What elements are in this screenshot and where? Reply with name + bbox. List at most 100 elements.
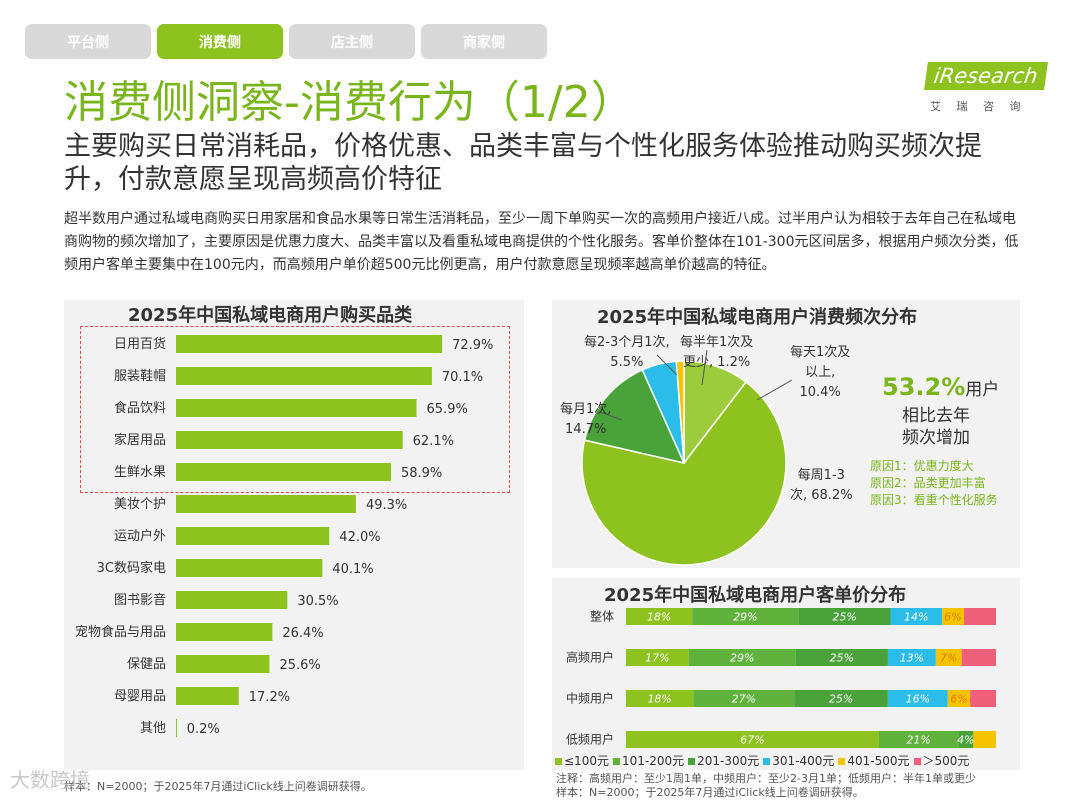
stack-value-label: 8.7% bbox=[966, 611, 994, 624]
stack-category-label: 中频用户 bbox=[566, 691, 614, 706]
category-chart-title: 2025年中国私域电商用户购买品类 bbox=[128, 305, 413, 326]
bar-value-label: 40.1% bbox=[332, 562, 373, 577]
bar-category-label: 服装鞋帽 bbox=[114, 368, 166, 384]
stack-value-label: 6% bbox=[950, 693, 967, 706]
stack-category-label: 整体 bbox=[590, 609, 614, 624]
legend-item-5: 401-500元 bbox=[838, 752, 910, 769]
stack-segment bbox=[973, 731, 996, 748]
price-note-1: 注释：高频用户：至少1周1单，中频用户：至少2-3月1单；低频用户：半年1单或更… bbox=[556, 772, 976, 785]
bar-category-label: 食品饮料 bbox=[114, 400, 166, 416]
bar-value-label: 17.2% bbox=[249, 690, 290, 705]
legend-swatch-6 bbox=[913, 758, 921, 765]
pie-label-halfyear: 每半年1次及 更少, 1.2% bbox=[680, 333, 753, 373]
bar bbox=[176, 719, 177, 737]
pie-label-daily: 每天1次及 以上, 10.4% bbox=[790, 343, 850, 403]
stack-segment bbox=[626, 690, 694, 707]
stack-segment bbox=[878, 731, 959, 748]
headline-suffix: 用户 bbox=[965, 380, 1000, 400]
legend-item-1: ≤100元 bbox=[555, 752, 609, 769]
pie-label-weekly-line2: 次, 68.2% bbox=[790, 488, 853, 503]
tab-bar: 平台侧 消费侧 店主侧 商家侧 bbox=[25, 24, 547, 59]
stack-value-label: 25% bbox=[832, 611, 856, 624]
category-bar-chart: 日用百货 72.9% 服装鞋帽 70.1% 食品饮料 65.9% 家居用品 62.1% 生鲜水果… bbox=[75, 335, 493, 737]
bar-value-label: 65.9% bbox=[427, 402, 468, 417]
bar-category-label: 图书影音 bbox=[114, 592, 166, 608]
tab-platform[interactable]: 平台侧 bbox=[25, 24, 151, 59]
stack-segment bbox=[890, 608, 942, 625]
stack-segment bbox=[688, 649, 796, 666]
legend-swatch-4 bbox=[763, 758, 771, 765]
legend-swatch-3 bbox=[688, 758, 696, 765]
stack-segment bbox=[626, 649, 689, 666]
tab-merchant[interactable]: 商家侧 bbox=[421, 24, 547, 59]
tab-shop-owner[interactable]: 店主侧 bbox=[289, 24, 415, 59]
stack-segment bbox=[626, 608, 693, 625]
headline-text-line2: 频次增加 bbox=[902, 428, 970, 448]
headline-value: 53.2% bbox=[882, 373, 966, 401]
watermark: 大数跨境 bbox=[10, 768, 90, 792]
bar-value-label: 42.0% bbox=[339, 530, 380, 545]
leader-line-daily bbox=[756, 379, 793, 401]
stack-value-label: 6.9% bbox=[969, 693, 997, 706]
bar-value-label: 30.5% bbox=[297, 594, 338, 609]
category-source-note: 样本：N=2000；于2025年7月通过iClick线上问卷调研获得。 bbox=[64, 780, 372, 793]
headline-text-line1: 相比去年 bbox=[902, 406, 970, 426]
bar bbox=[176, 463, 391, 481]
bar-category-label: 运动户外 bbox=[114, 528, 166, 544]
stack-segment bbox=[798, 608, 891, 625]
legend-item-3: 201-300元 bbox=[688, 752, 759, 769]
logo-sub: 艾 瑞 咨 询 bbox=[930, 100, 1027, 113]
price-stacked-chart: 整体 18% 29% 25% 14% 6% 8.7% 高频用户 17% 29% 25% 13% 7% 9.… bbox=[566, 608, 997, 748]
legend-swatch-5 bbox=[838, 758, 846, 765]
stack-segment bbox=[941, 608, 965, 625]
stack-segment bbox=[887, 690, 948, 707]
stack-value-label: 7% bbox=[940, 652, 957, 665]
stack-segment bbox=[887, 649, 936, 666]
bar bbox=[176, 591, 288, 609]
pie-label-monthly-line1: 每月1次, bbox=[560, 402, 612, 417]
bar bbox=[176, 335, 443, 353]
bar-value-label: 26.4% bbox=[282, 626, 323, 641]
legend-item-6: ＞500元 bbox=[913, 752, 969, 769]
stack-value-label: 9.3% bbox=[965, 652, 993, 665]
leader-line-halfyear bbox=[701, 349, 708, 386]
pie-slice-weekly bbox=[581, 380, 787, 566]
stack-segment bbox=[947, 690, 971, 707]
stack-category-label: 低频用户 bbox=[566, 732, 614, 747]
stack-value-label: 18% bbox=[647, 693, 671, 706]
frequency-increase-headline: 53.2%用户 bbox=[882, 373, 999, 401]
pie-label-halfyear-line2: 更少, 1.2% bbox=[682, 355, 751, 370]
stack-segment bbox=[958, 731, 974, 748]
bar bbox=[176, 559, 323, 577]
stack-segment bbox=[935, 649, 962, 666]
price-chart-title: 2025年中国私域电商用户客单价分布 bbox=[604, 585, 907, 606]
stack-value-label: 21% bbox=[906, 734, 930, 747]
frequency-chart-title: 2025年中国私域电商用户消费频次分布 bbox=[597, 307, 918, 328]
page-description: 超半数用户通过私域电商购买日用家居和食品水果等日常生活消耗品，至少一周下单购买一… bbox=[64, 211, 1019, 273]
reason-3: 原因3：看重个性化服务 bbox=[870, 493, 998, 507]
stack-value-label: 27% bbox=[732, 693, 756, 706]
pie-label-weekly-line1: 每周1-3 bbox=[797, 468, 845, 483]
bar-category-label: 日用百货 bbox=[114, 336, 166, 352]
bar-category-label: 生鲜水果 bbox=[114, 465, 166, 480]
stack-segment bbox=[964, 608, 996, 625]
bar-value-label: 72.9% bbox=[452, 338, 493, 353]
stack-value-label: 25% bbox=[829, 693, 853, 706]
pie-label-halfyear-line1: 每半年1次及 bbox=[680, 335, 754, 350]
tab-consumer[interactable]: 消费侧 bbox=[157, 24, 283, 59]
price-legend: ≤100元 101-200元 201-300元 301-400元 401-500… bbox=[555, 752, 969, 769]
bar bbox=[176, 495, 356, 513]
pie-label-bimonthly: 每2-3个月1次, 5.5% bbox=[584, 333, 670, 373]
iresearch-logo: iResearch 艾 瑞 咨 询 bbox=[924, 58, 1048, 118]
price-note-2: 样本：N=2000；于2025年7月通过iClick线上问卷调研获得。 bbox=[556, 786, 864, 799]
bar-category-label: 其他 bbox=[140, 721, 166, 736]
stack-segment bbox=[794, 690, 888, 707]
stack-value-label: 18% bbox=[647, 611, 671, 624]
stack-value-label: 16% bbox=[906, 693, 930, 706]
stack-value-label: 25% bbox=[830, 652, 854, 665]
reasons-list: 原因1：优惠力度大 原因2：品类更加丰富 原因3：看重个性化服务 bbox=[870, 458, 998, 509]
legend-swatch-1 bbox=[555, 758, 562, 765]
reason-2: 原因2：品类更加丰富 bbox=[870, 476, 986, 490]
legend-swatch-2 bbox=[612, 758, 620, 765]
pie-label-bimonthly-line2: 5.5% bbox=[610, 355, 644, 370]
